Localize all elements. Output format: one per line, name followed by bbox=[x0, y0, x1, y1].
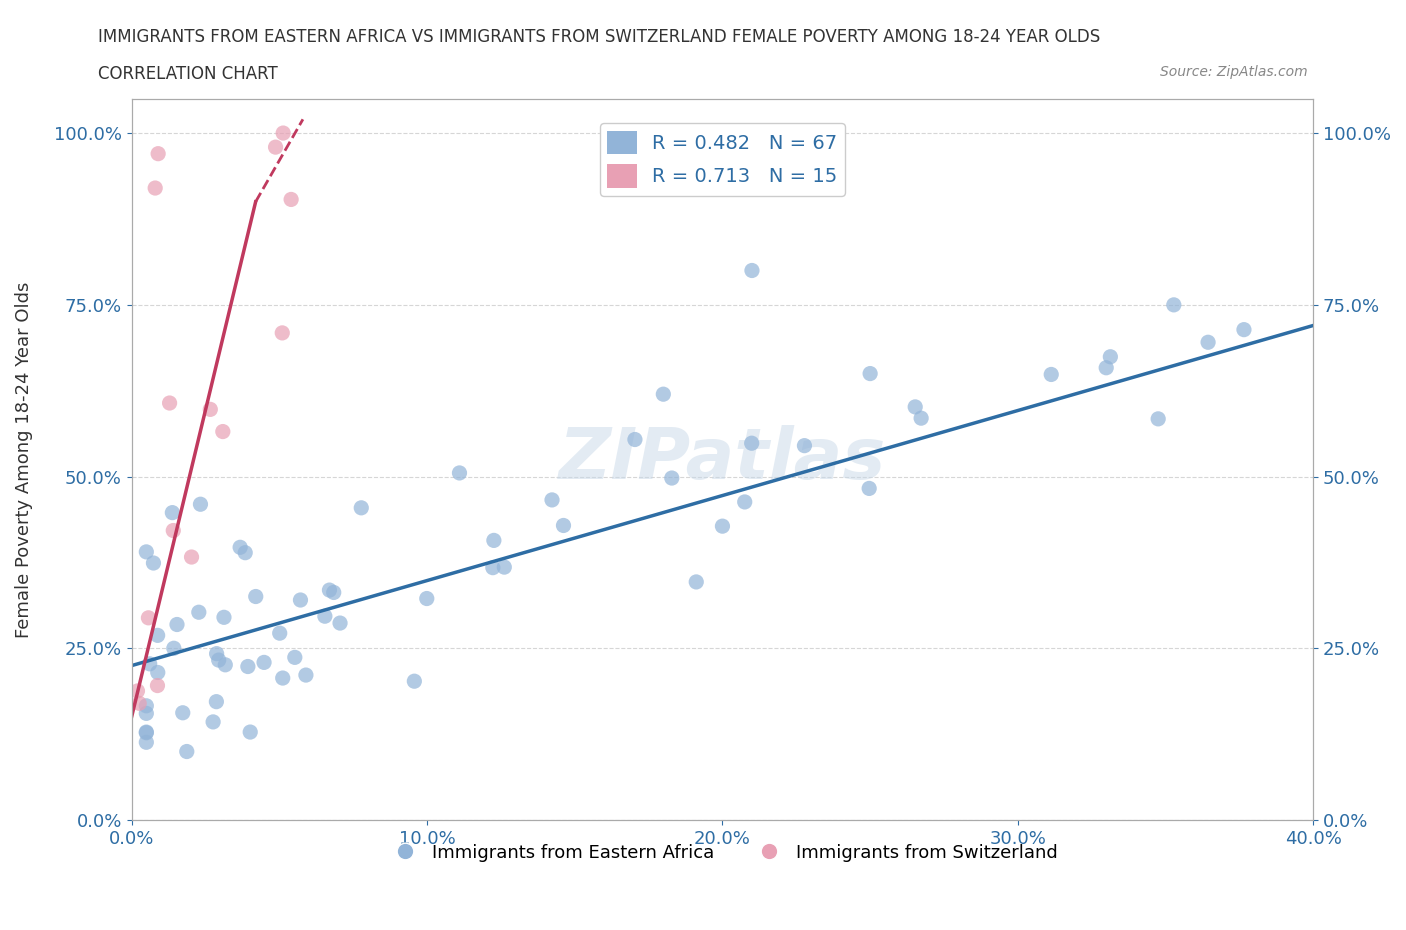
Point bbox=[284, 650, 307, 665]
Point bbox=[162, 523, 184, 538]
Point bbox=[904, 400, 927, 415]
Point bbox=[734, 495, 756, 510]
Point bbox=[143, 180, 166, 195]
Point bbox=[404, 673, 426, 688]
Point bbox=[624, 432, 647, 447]
Point bbox=[329, 616, 352, 631]
Point bbox=[741, 263, 763, 278]
Point bbox=[271, 326, 294, 340]
Point bbox=[233, 545, 256, 560]
Point bbox=[685, 575, 707, 590]
Point bbox=[212, 610, 235, 625]
Point bbox=[176, 744, 198, 759]
Point bbox=[172, 705, 194, 720]
Point bbox=[128, 696, 150, 711]
Point bbox=[1233, 322, 1256, 337]
Point bbox=[322, 585, 344, 600]
Text: ZIPatlas: ZIPatlas bbox=[558, 425, 886, 494]
Point bbox=[264, 140, 287, 154]
Y-axis label: Female Poverty Among 18-24 Year Olds: Female Poverty Among 18-24 Year Olds bbox=[15, 281, 32, 638]
Point bbox=[741, 436, 763, 451]
Point bbox=[142, 555, 165, 570]
Point bbox=[135, 724, 157, 739]
Point bbox=[553, 518, 575, 533]
Point bbox=[269, 626, 291, 641]
Point bbox=[253, 655, 276, 670]
Point bbox=[318, 583, 340, 598]
Point bbox=[127, 684, 149, 698]
Point bbox=[482, 533, 505, 548]
Point bbox=[180, 550, 202, 565]
Point bbox=[162, 505, 184, 520]
Point bbox=[494, 560, 516, 575]
Point bbox=[146, 678, 169, 693]
Point bbox=[1095, 360, 1118, 375]
Text: Source: ZipAtlas.com: Source: ZipAtlas.com bbox=[1160, 65, 1308, 79]
Point bbox=[229, 539, 252, 554]
Point bbox=[205, 694, 228, 709]
Point bbox=[541, 493, 564, 508]
Point bbox=[159, 395, 181, 410]
Point bbox=[190, 497, 212, 512]
Point bbox=[166, 618, 188, 632]
Point bbox=[661, 471, 683, 485]
Point bbox=[200, 402, 222, 417]
Point bbox=[290, 592, 312, 607]
Point bbox=[1163, 298, 1185, 312]
Point bbox=[146, 665, 169, 680]
Point bbox=[239, 724, 262, 739]
Point bbox=[271, 126, 294, 140]
Point bbox=[652, 387, 675, 402]
Point bbox=[163, 641, 186, 656]
Point bbox=[135, 725, 157, 740]
Point bbox=[138, 610, 160, 625]
Point bbox=[135, 706, 157, 721]
Point bbox=[135, 698, 157, 713]
Point bbox=[449, 466, 471, 481]
Point bbox=[314, 609, 336, 624]
Point bbox=[205, 646, 228, 661]
Point bbox=[271, 671, 294, 685]
Point bbox=[416, 591, 439, 606]
Point bbox=[1099, 350, 1122, 365]
Point bbox=[202, 714, 225, 729]
Point bbox=[187, 604, 209, 619]
Point bbox=[711, 519, 734, 534]
Point bbox=[858, 481, 880, 496]
Point bbox=[245, 589, 267, 604]
Point bbox=[146, 628, 169, 643]
Legend: Immigrants from Eastern Africa, Immigrants from Switzerland: Immigrants from Eastern Africa, Immigran… bbox=[380, 836, 1064, 869]
Point bbox=[350, 500, 373, 515]
Point bbox=[135, 735, 157, 750]
Point bbox=[793, 438, 815, 453]
Point bbox=[859, 366, 882, 381]
Point bbox=[280, 192, 302, 206]
Point bbox=[135, 544, 157, 559]
Point bbox=[1040, 367, 1063, 382]
Point bbox=[295, 668, 318, 683]
Point bbox=[138, 657, 160, 671]
Point bbox=[214, 658, 236, 672]
Point bbox=[208, 653, 231, 668]
Point bbox=[211, 424, 233, 439]
Text: CORRELATION CHART: CORRELATION CHART bbox=[98, 65, 278, 83]
Point bbox=[146, 146, 169, 161]
Point bbox=[1197, 335, 1219, 350]
Text: IMMIGRANTS FROM EASTERN AFRICA VS IMMIGRANTS FROM SWITZERLAND FEMALE POVERTY AMO: IMMIGRANTS FROM EASTERN AFRICA VS IMMIGR… bbox=[98, 28, 1101, 46]
Point bbox=[482, 560, 505, 575]
Point bbox=[1147, 411, 1170, 426]
Point bbox=[236, 659, 259, 674]
Point bbox=[910, 411, 932, 426]
